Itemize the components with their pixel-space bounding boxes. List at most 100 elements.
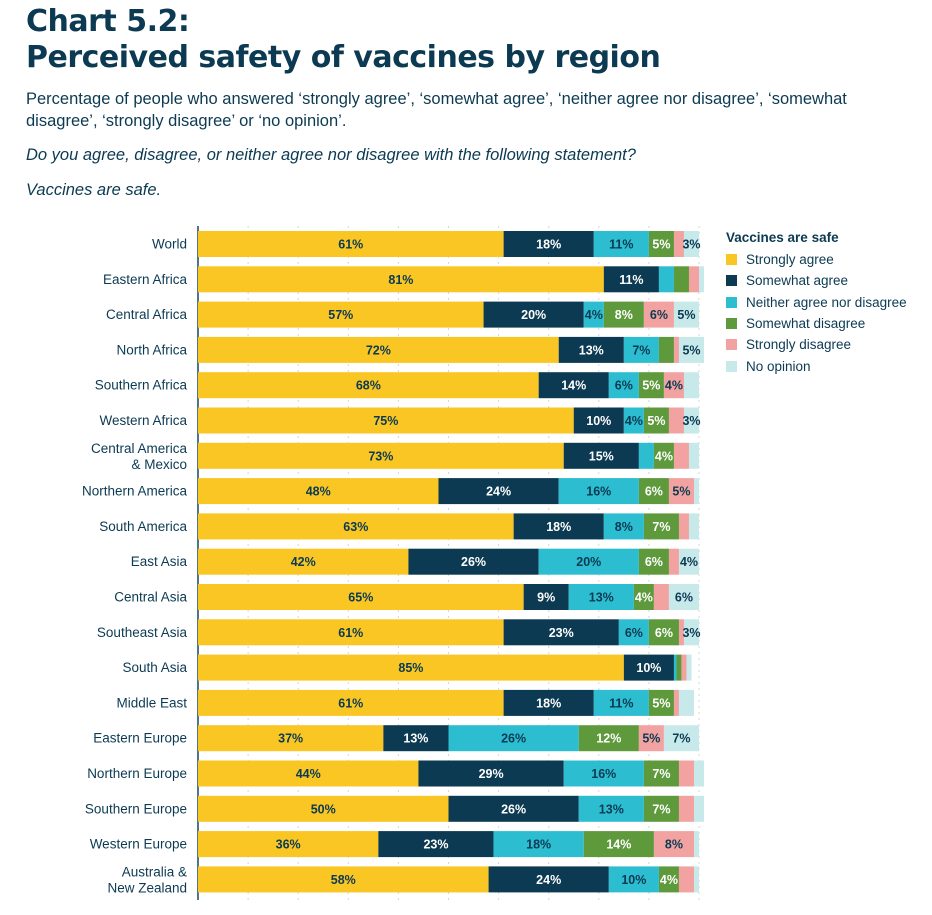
bar-segment-no_opinion bbox=[699, 266, 705, 293]
bar-segment-no_opinion bbox=[683, 619, 699, 646]
bar-segment-strongly_disagree bbox=[653, 584, 669, 610]
data-label: 13% bbox=[579, 343, 604, 357]
bar-segment-somewhat_disagree bbox=[578, 725, 639, 752]
bar-segment-somewhat_disagree bbox=[658, 336, 674, 363]
bar-segment-strongly_agree bbox=[198, 301, 484, 328]
data-label: 42% bbox=[291, 555, 316, 569]
legend-item: Neither agree nor disagree bbox=[726, 292, 907, 313]
data-label: 5% bbox=[652, 696, 670, 710]
data-label: 13% bbox=[403, 732, 428, 746]
data-label: 10% bbox=[586, 414, 611, 428]
bar-segment-somewhat_agree bbox=[623, 654, 674, 681]
bar-segment-neither bbox=[618, 619, 649, 646]
bar-segment-strongly_agree bbox=[198, 795, 449, 822]
bar-segment-neither bbox=[568, 584, 634, 610]
bar-segment-somewhat_agree bbox=[418, 760, 564, 787]
data-label: 3% bbox=[682, 238, 700, 252]
data-label: 4% bbox=[585, 308, 603, 322]
category-label: South Asia bbox=[122, 660, 187, 675]
data-label: 6% bbox=[645, 555, 663, 569]
bar-segment-no_opinion bbox=[683, 231, 699, 257]
legend-label: Neither agree nor disagree bbox=[746, 294, 907, 310]
bar-segment-strongly_agree bbox=[198, 372, 539, 399]
bar-segment-neither bbox=[608, 372, 639, 399]
bar-segment-somewhat_disagree bbox=[633, 584, 654, 610]
data-label: 4% bbox=[635, 591, 653, 605]
data-label: 4% bbox=[625, 414, 643, 428]
data-label: 61% bbox=[338, 626, 363, 640]
bar-segment-strongly_disagree bbox=[678, 760, 694, 787]
data-label: 72% bbox=[366, 343, 391, 357]
bar-segment-strongly_agree bbox=[198, 266, 604, 293]
data-label: 61% bbox=[338, 696, 363, 710]
bar-segment-somewhat_agree bbox=[438, 478, 559, 505]
data-label: 57% bbox=[328, 308, 353, 322]
bar-segment-strongly_disagree bbox=[643, 301, 674, 328]
bar-segment-strongly_disagree bbox=[678, 866, 694, 893]
data-label: 14% bbox=[561, 379, 586, 393]
bar-segment-strongly_disagree bbox=[688, 266, 699, 293]
data-label: 7% bbox=[632, 343, 650, 357]
bar-segment-somewhat_agree bbox=[503, 619, 619, 646]
bar-segment-strongly_disagree bbox=[673, 336, 679, 363]
data-label: 6% bbox=[675, 591, 693, 605]
bar-segment-neither bbox=[558, 478, 639, 505]
bar-segment-neither bbox=[538, 548, 639, 575]
data-label: 65% bbox=[348, 591, 373, 605]
bar-segment-strongly_agree bbox=[198, 442, 564, 469]
data-label: 61% bbox=[338, 238, 363, 252]
data-label: 29% bbox=[479, 767, 504, 781]
data-label: 23% bbox=[549, 626, 574, 640]
bar-segment-strongly_agree bbox=[198, 548, 409, 575]
data-label: 44% bbox=[296, 767, 321, 781]
bar-segment-strongly_disagree bbox=[673, 442, 689, 469]
survey-question: Do you agree, disagree, or neither agree… bbox=[26, 146, 636, 164]
legend-item: No opinion bbox=[726, 355, 907, 376]
bar-segment-somewhat_disagree bbox=[643, 760, 679, 787]
data-label: 6% bbox=[615, 379, 633, 393]
category-label: North Africa bbox=[116, 342, 187, 357]
bar-segment-somewhat_agree bbox=[503, 689, 594, 716]
data-label: 20% bbox=[521, 308, 546, 322]
category-label: Western Africa bbox=[99, 413, 187, 428]
bar-segment-somewhat_disagree bbox=[583, 831, 654, 858]
bar-segment-somewhat_disagree bbox=[643, 407, 669, 434]
bar-segment-somewhat_disagree bbox=[653, 442, 674, 469]
bar-segment-strongly_disagree bbox=[678, 795, 694, 822]
bar-segment-no_opinion bbox=[693, 795, 705, 822]
bar-segment-somewhat_agree bbox=[603, 266, 659, 293]
bar-segment-somewhat_agree bbox=[573, 407, 624, 434]
legend-label: Somewhat disagree bbox=[746, 316, 866, 332]
bar-segment-neither bbox=[563, 760, 644, 787]
bar-segment-no_opinion bbox=[678, 689, 694, 716]
data-label: 18% bbox=[536, 696, 561, 710]
data-label: 3% bbox=[682, 626, 700, 640]
bar-segment-somewhat_disagree bbox=[643, 513, 679, 540]
data-label: 6% bbox=[645, 485, 663, 499]
data-label: 37% bbox=[278, 732, 303, 746]
data-label: 5% bbox=[647, 414, 665, 428]
data-label: 75% bbox=[373, 414, 398, 428]
legend-swatch bbox=[726, 318, 737, 330]
bar-segment-strongly_disagree bbox=[668, 407, 684, 434]
data-label: 81% bbox=[388, 273, 413, 287]
bar-segment-somewhat_disagree bbox=[676, 654, 682, 681]
bar-segment-somewhat_agree bbox=[378, 831, 494, 858]
bar-segment-somewhat_disagree bbox=[673, 266, 689, 293]
data-label: 14% bbox=[606, 838, 631, 852]
bar-segment-strongly_disagree bbox=[668, 478, 694, 505]
data-label: 26% bbox=[501, 802, 526, 816]
category-label: Northern America bbox=[82, 484, 188, 499]
data-label: 5% bbox=[642, 379, 660, 393]
bar-segment-neither bbox=[623, 407, 644, 434]
bar-segment-no_opinion bbox=[693, 760, 705, 787]
data-label: 7% bbox=[652, 802, 670, 816]
bar-segment-somewhat_disagree bbox=[638, 478, 669, 505]
data-label: 50% bbox=[311, 802, 336, 816]
bar-segment-neither bbox=[608, 866, 659, 893]
data-label: 7% bbox=[672, 732, 690, 746]
category-label: Central Asia bbox=[114, 590, 187, 605]
data-label: 8% bbox=[615, 308, 633, 322]
bar-segment-somewhat_disagree bbox=[648, 231, 674, 257]
bar-segment-somewhat_agree bbox=[523, 584, 569, 610]
